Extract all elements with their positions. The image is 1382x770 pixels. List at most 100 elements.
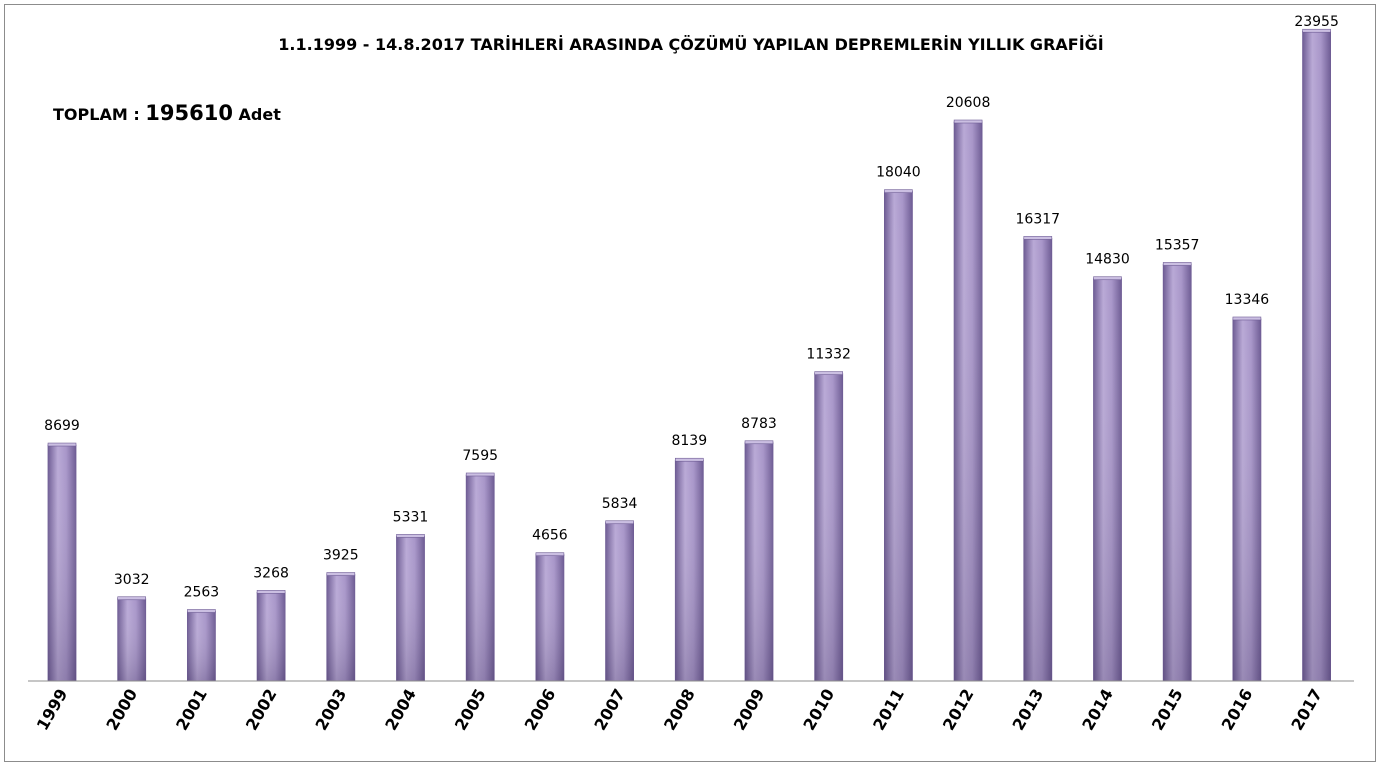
bar-cap [605,520,634,525]
x-tick-label: 1999 [33,686,72,734]
bar-cap [465,472,495,477]
data-label: 8139 [671,433,707,449]
total-value: 195610 [145,101,233,125]
x-tick-label: 2002 [242,686,281,734]
total-unit: Adet [238,105,281,124]
x-tick-label: 2013 [1009,686,1048,734]
data-label: 15357 [1155,237,1200,253]
chart-title: 1.1.1999 - 14.8.2017 TARİHLERİ ARASINDA … [278,35,1104,54]
bar-cap [884,189,913,193]
data-label: 8699 [44,418,80,434]
total-count: TOPLAM : 195610 Adet [53,101,281,125]
data-label: 20608 [946,95,991,111]
x-tick-label: 2003 [312,686,351,734]
x-tick-label: 2015 [1148,686,1187,734]
bar-cap [953,119,983,124]
data-label: 3925 [323,548,359,564]
bar-shade [884,191,913,682]
bar-cap [256,590,286,594]
bar-shade [48,445,76,681]
bar-shade [1093,278,1122,681]
bar-2003: 3925 [323,548,359,682]
total-label: TOPLAM : [53,105,140,124]
bar-2008: 8139 [671,433,707,682]
bar-2012: 20608 [946,95,991,682]
data-label: 11332 [806,347,851,363]
bar-cap [1093,276,1122,281]
bar-shade [675,460,704,681]
data-label: 3032 [114,572,150,588]
bars-group: 8699 3032 2563 3268 3925 5331 7595 4656 5834 8139… [44,14,1339,682]
bar-cap [187,609,216,613]
data-label: 4656 [532,528,568,544]
bar-2016: 13346 [1225,292,1270,682]
data-label: 5834 [602,496,638,512]
x-tick-label: 2014 [1078,686,1117,734]
x-tick-label: 2012 [939,686,978,734]
bar-shade [1232,318,1261,681]
bar-shade [535,554,564,681]
bar-cap [326,572,356,576]
bar-shade [1023,238,1052,682]
bar-cap [47,442,77,447]
bar-cap [535,552,565,557]
bar-shade [1163,264,1192,681]
x-tick-label: 2010 [799,686,838,734]
x-tick-label: 2009 [730,686,769,734]
bar-cap [674,457,704,462]
bar-2015: 15357 [1155,237,1200,682]
bar-2004: 5331 [393,509,429,682]
data-label: 18040 [876,165,921,181]
bar-2007: 5834 [602,496,638,682]
bar-shade [466,474,495,681]
bar-2014: 14830 [1085,252,1130,682]
data-label: 3268 [253,565,289,581]
bar-shade [745,442,773,681]
bar-shade [117,598,146,681]
x-tick-label: 2007 [590,686,629,734]
bar-2017: 23955 [1294,14,1339,682]
data-label: 5331 [393,509,429,525]
bar-2000: 3032 [114,572,150,682]
data-label: 7595 [462,448,498,464]
x-tick-label: 2011 [869,686,908,734]
data-label: 23955 [1294,14,1339,30]
bar-shade [1302,31,1331,681]
data-label: 14830 [1085,252,1130,268]
bar-cap [117,596,146,601]
bar-cap [396,534,425,538]
x-tick-label: 2017 [1287,686,1326,734]
bar-cap [1302,28,1331,33]
bar-shade [814,373,843,681]
bar-shade [187,611,216,681]
bar-2002: 3268 [253,565,289,682]
x-tick-labels: 1999 2000 2001 2002 2003 2004 2005 2006 2007 2008… [33,686,1326,734]
bar-cap [814,371,844,375]
bar-2001: 2563 [184,584,220,682]
x-tick-label: 2004 [381,686,420,734]
bar-cap [1162,262,1192,266]
data-label: 16317 [1016,211,1061,227]
data-label: 13346 [1225,292,1270,308]
bar-shade [257,592,286,681]
x-tick-label: 2008 [660,686,699,734]
bar-2011: 18040 [876,165,921,682]
bar-shade [396,536,425,681]
x-tick-label: 2016 [1218,686,1257,734]
data-label: 2563 [184,584,220,600]
bar-2010: 11332 [806,347,851,682]
bar-2013: 16317 [1016,211,1061,682]
bar-shade [326,574,355,681]
bar-2006: 4656 [532,528,568,682]
bar-cap [744,440,774,445]
bar-2009: 8783 [741,416,777,682]
bar-2005: 7595 [462,448,498,682]
bar-shade [954,122,983,682]
bar-1999: 8699 [44,418,80,682]
x-tick-label: 2006 [521,686,560,734]
bar-cap [1232,316,1262,321]
x-tick-label: 2001 [172,686,211,734]
bar-shade [605,522,634,681]
x-tick-label: 2000 [102,686,141,734]
